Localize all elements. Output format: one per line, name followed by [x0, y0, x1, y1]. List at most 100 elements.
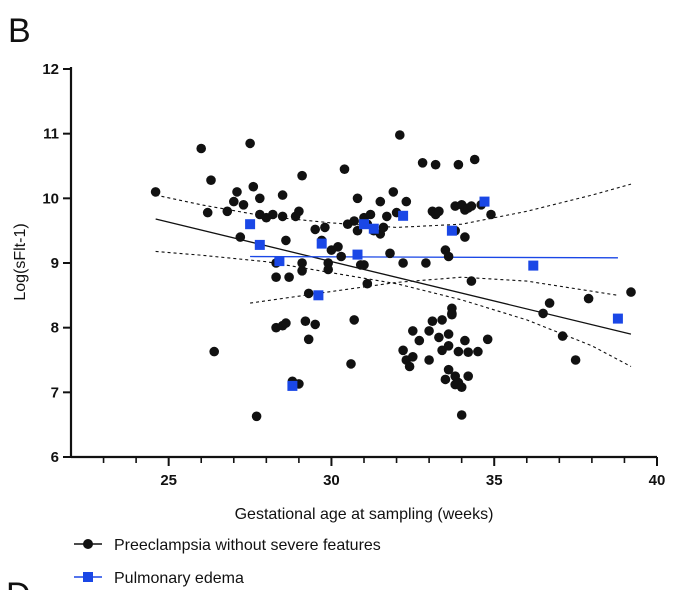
point-preeclampsia — [362, 278, 373, 289]
point-pulmonary-edema — [359, 219, 369, 230]
point-preeclampsia — [443, 341, 454, 351]
y-tick-label: 11 — [43, 126, 59, 143]
point-preeclampsia — [424, 326, 434, 336]
legend-marker-square-icon — [83, 572, 93, 582]
point-preeclampsia — [395, 130, 405, 140]
point-preeclampsia — [404, 361, 415, 372]
point-preeclampsia — [398, 345, 408, 356]
point-preeclampsia — [443, 251, 454, 262]
point-preeclampsia — [473, 346, 483, 357]
point-preeclampsia — [251, 411, 262, 422]
point-preeclampsia — [281, 235, 291, 246]
legend-label-preeclampsia: Preeclampsia without severe features — [114, 537, 381, 554]
point-preeclampsia — [339, 164, 350, 174]
point-pulmonary-edema — [352, 249, 363, 260]
point-preeclampsia — [398, 258, 408, 268]
point-preeclampsia — [310, 319, 321, 330]
point-preeclampsia — [486, 209, 496, 220]
point-preeclampsia — [365, 209, 376, 220]
legend: Preeclampsia without severe features Pul… — [74, 537, 381, 587]
point-preeclampsia — [222, 206, 233, 217]
point-pulmonary-edema — [245, 219, 256, 230]
x-tick-label: 35 — [486, 472, 503, 489]
x-tick-label: 25 — [160, 472, 177, 489]
point-preeclampsia — [277, 190, 288, 200]
y-tick-label: 12 — [42, 61, 59, 78]
point-preeclampsia — [443, 329, 454, 339]
point-preeclampsia — [456, 382, 467, 393]
point-pulmonary-edema — [612, 313, 623, 324]
point-preeclampsia — [245, 138, 255, 149]
point-pulmonary-edema — [528, 260, 539, 271]
point-preeclampsia — [482, 334, 493, 345]
point-preeclampsia — [271, 272, 281, 283]
point-pulmonary-edema — [274, 256, 285, 267]
point-preeclampsia — [235, 232, 246, 242]
point-preeclampsia — [268, 209, 278, 220]
point-preeclampsia — [583, 293, 594, 304]
panel-label-d: D — [6, 576, 31, 590]
point-preeclampsia — [297, 258, 307, 268]
point-pulmonary-edema — [316, 238, 327, 249]
point-preeclampsia — [443, 364, 454, 375]
y-tick-label: 6 — [51, 449, 59, 466]
fit-line-preeclampsia — [155, 218, 632, 335]
point-preeclampsia — [349, 315, 360, 325]
point-preeclampsia — [385, 248, 395, 259]
point-preeclampsia — [333, 242, 343, 252]
point-preeclampsia — [352, 193, 363, 204]
legend-marker-circle-icon — [83, 539, 93, 549]
point-preeclampsia — [209, 346, 219, 357]
point-preeclampsia — [297, 266, 307, 276]
x-axis-title: Gestational age at sampling (weeks) — [235, 506, 494, 523]
fit-line-pulmonary-edema — [250, 255, 618, 259]
point-preeclampsia — [440, 374, 451, 385]
point-preeclampsia — [417, 158, 428, 168]
point-preeclampsia — [460, 335, 470, 346]
point-preeclampsia — [430, 159, 441, 170]
y-axis-title: Log(sFlt-1) — [12, 223, 29, 300]
x-tick-label: 40 — [649, 472, 666, 489]
point-preeclampsia — [248, 181, 259, 192]
point-preeclampsia — [150, 187, 161, 197]
point-preeclampsia — [626, 287, 636, 297]
legend-item-pulmonary-edema: Pulmonary edema — [74, 570, 244, 587]
x-tick-label: 30 — [323, 472, 340, 489]
point-preeclampsia — [336, 251, 347, 262]
point-preeclampsia — [570, 355, 581, 365]
point-preeclampsia — [538, 308, 548, 319]
point-preeclampsia — [303, 334, 314, 345]
point-preeclampsia — [424, 355, 434, 365]
y-tick-label: 10 — [42, 190, 59, 207]
point-preeclampsia — [382, 211, 392, 222]
point-preeclampsia — [460, 232, 470, 242]
point-pulmonary-edema — [254, 239, 265, 250]
point-pulmonary-edema — [479, 196, 490, 207]
point-preeclampsia — [349, 216, 360, 226]
point-preeclampsia — [408, 352, 418, 362]
point-preeclampsia — [463, 347, 474, 358]
point-preeclampsia — [196, 143, 206, 154]
point-preeclampsia — [469, 154, 480, 165]
legend-label-pulmonary-edema: Pulmonary edema — [114, 570, 244, 587]
point-preeclampsia — [284, 272, 294, 283]
point-pulmonary-edema — [313, 290, 324, 301]
plot-area: 6 7 8 9 10 11 12 25 30 35 40 — [42, 61, 665, 489]
point-preeclampsia — [378, 222, 389, 233]
point-preeclampsia — [229, 196, 239, 207]
point-preeclampsia — [408, 326, 418, 336]
point-preeclampsia — [303, 288, 314, 299]
point-preeclampsia — [346, 359, 356, 369]
point-pulmonary-edema — [446, 225, 457, 236]
ci-upper-line — [155, 183, 632, 228]
y-tick-label: 7 — [51, 384, 59, 401]
point-preeclampsia — [544, 298, 555, 308]
point-preeclampsia — [421, 258, 431, 268]
point-preeclampsia — [202, 207, 213, 218]
point-preeclampsia — [466, 276, 477, 286]
point-preeclampsia — [456, 410, 467, 420]
point-preeclampsia — [320, 222, 330, 233]
point-preeclampsia — [557, 331, 568, 341]
point-preeclampsia — [300, 316, 311, 327]
